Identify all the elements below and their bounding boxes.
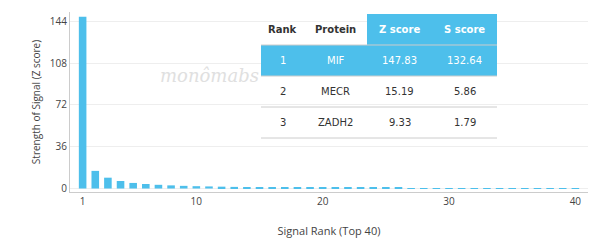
- svg-text:144: 144: [50, 14, 67, 28]
- svg-text:MIF: MIF: [327, 55, 345, 66]
- svg-text:0: 0: [61, 181, 67, 195]
- svg-text:15.19: 15.19: [385, 86, 414, 97]
- svg-text:1: 1: [280, 55, 286, 66]
- svg-text:108: 108: [50, 56, 67, 70]
- svg-text:MECR: MECR: [321, 86, 350, 97]
- svg-text:Strength of Signal (Z score): Strength of Signal (Z score): [29, 40, 43, 164]
- svg-text:10: 10: [191, 194, 203, 208]
- svg-text:Signal Rank (Top 40): Signal Rank (Top 40): [278, 223, 381, 238]
- svg-text:1: 1: [80, 194, 86, 208]
- svg-text:Z score: Z score: [379, 24, 420, 35]
- svg-text:72: 72: [56, 97, 68, 111]
- svg-text:36: 36: [56, 139, 68, 153]
- svg-text:147.83: 147.83: [382, 55, 417, 66]
- svg-text:1.79: 1.79: [454, 117, 476, 128]
- svg-text:40: 40: [570, 194, 582, 208]
- svg-text:ZADH2: ZADH2: [318, 117, 353, 128]
- svg-text:S score: S score: [444, 24, 485, 35]
- svg-text:132.64: 132.64: [447, 55, 482, 66]
- svg-text:2: 2: [280, 86, 286, 97]
- svg-text:9.33: 9.33: [389, 117, 411, 128]
- svg-text:monômabs: monômabs: [160, 65, 259, 86]
- svg-text:Rank: Rank: [268, 24, 297, 35]
- svg-text:20: 20: [317, 194, 329, 208]
- svg-text:3: 3: [280, 117, 286, 128]
- svg-text:Protein: Protein: [315, 24, 356, 35]
- svg-text:5.86: 5.86: [454, 86, 476, 97]
- svg-text:30: 30: [443, 194, 455, 208]
